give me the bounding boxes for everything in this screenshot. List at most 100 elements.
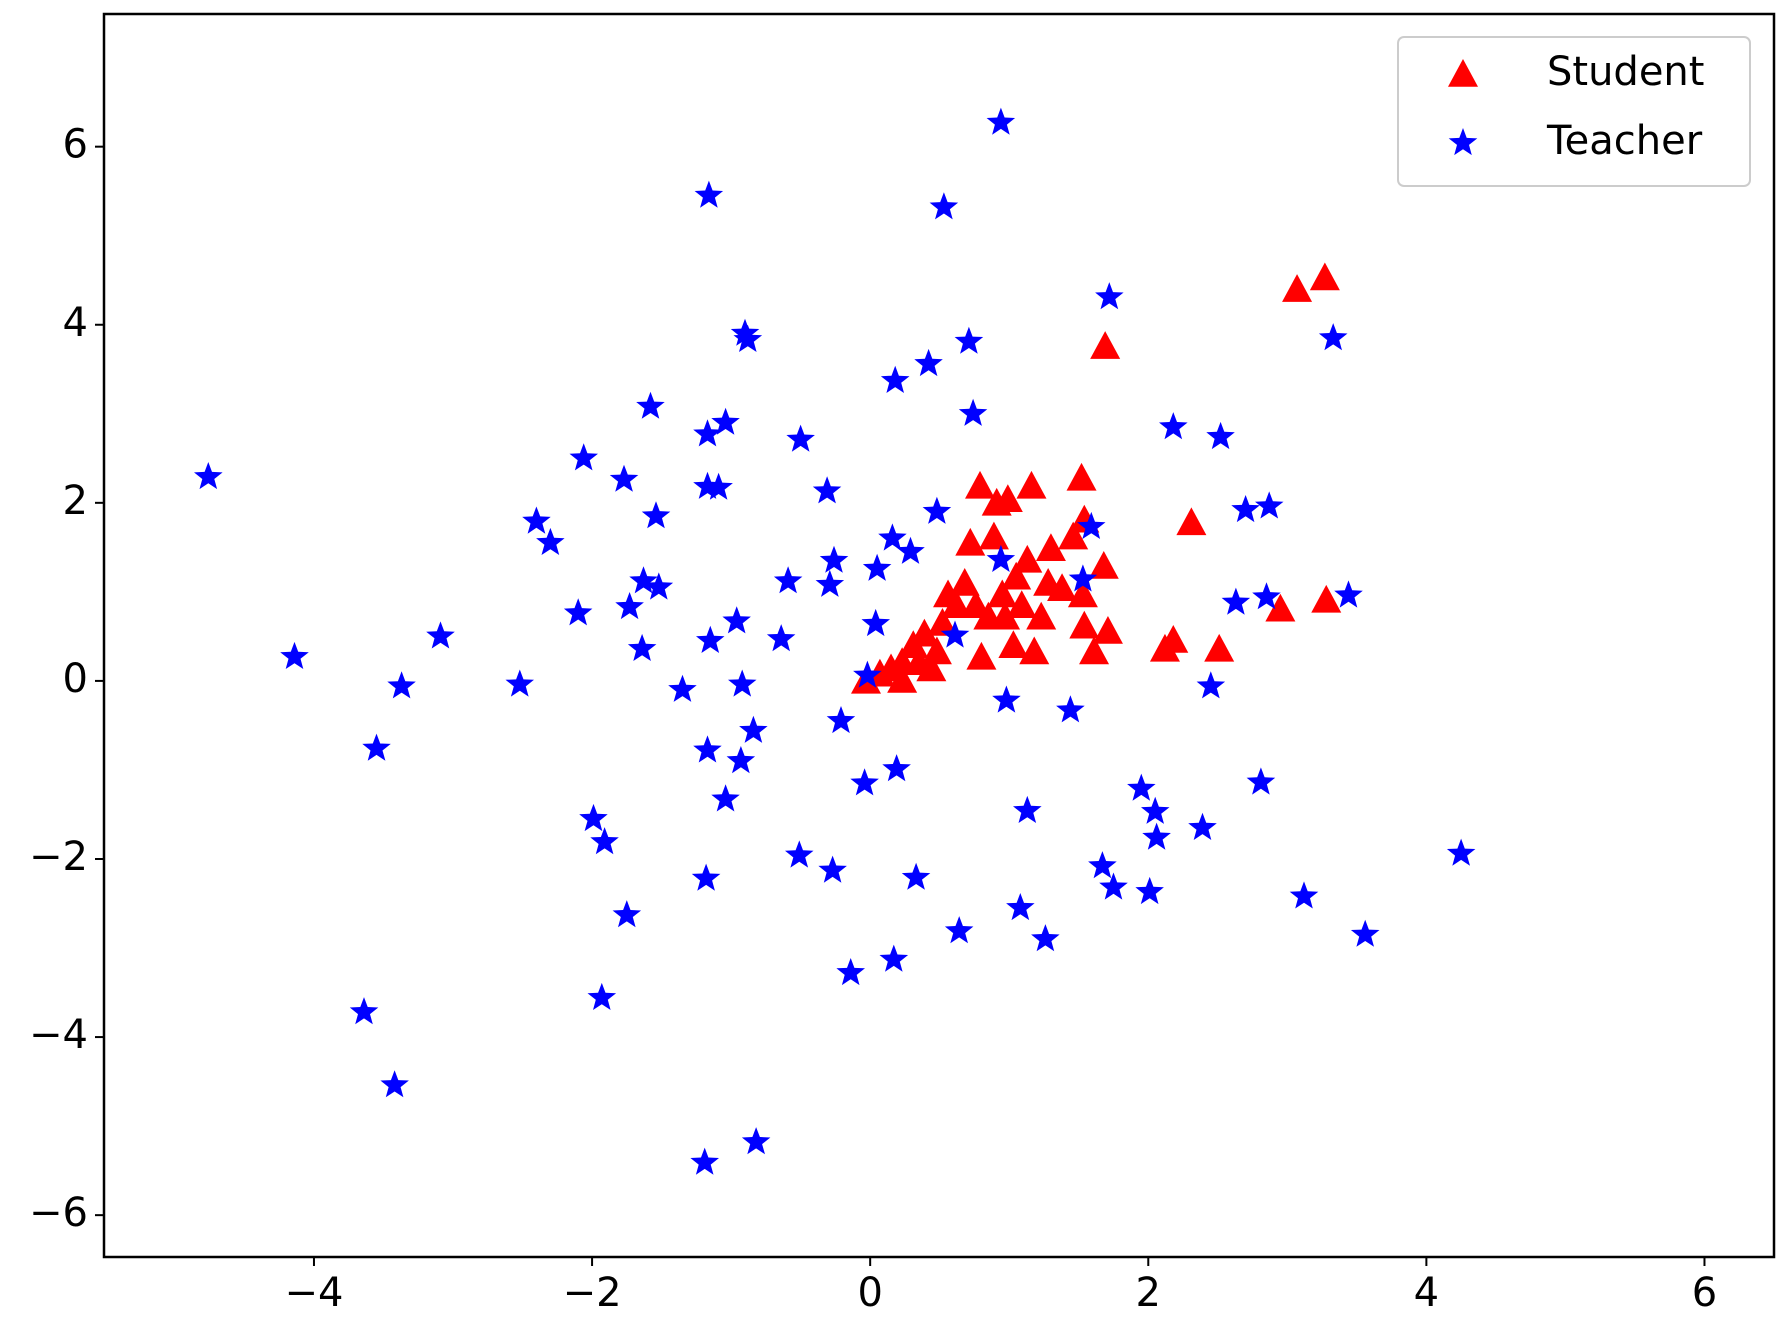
- data-point: [955, 527, 986, 556]
- data-point: [668, 674, 697, 702]
- data-point: [644, 572, 674, 600]
- data-point: [563, 598, 593, 626]
- data-point: [921, 636, 952, 665]
- x-tick-label: −2: [563, 1270, 622, 1316]
- data-point: [722, 606, 751, 634]
- data-point: [878, 523, 907, 551]
- data-point: [882, 754, 911, 782]
- legend-marker: [1448, 128, 1478, 156]
- data-point: [1204, 633, 1235, 662]
- y-tick-label: 4: [63, 300, 88, 346]
- legend-label: Teacher: [1546, 118, 1703, 164]
- data-point: [853, 660, 882, 688]
- data-point: [1141, 796, 1170, 824]
- data-point: [879, 944, 909, 972]
- data-point: [1188, 812, 1217, 840]
- data-point: [773, 566, 803, 594]
- data-point: [380, 1070, 409, 1098]
- y-tick-label: −2: [29, 834, 88, 880]
- data-point: [978, 521, 1009, 550]
- data-point: [1092, 616, 1123, 644]
- data-point: [1176, 507, 1207, 536]
- data-point: [1095, 282, 1124, 310]
- data-point: [1142, 822, 1171, 850]
- y-tick-label: 2: [63, 478, 88, 524]
- data-point: [896, 536, 925, 564]
- data-point: [609, 464, 639, 492]
- data-point: [826, 706, 856, 734]
- data-point: [733, 324, 763, 352]
- y-tick-label: 0: [63, 656, 88, 702]
- data-point: [726, 746, 756, 774]
- data-point: [1127, 773, 1156, 801]
- data-point: [1318, 323, 1348, 351]
- data-point: [862, 553, 892, 581]
- data-point: [579, 803, 608, 832]
- data-point: [587, 982, 617, 1010]
- data-point: [1088, 551, 1119, 579]
- data-point: [909, 618, 940, 647]
- y-tick-label: −4: [29, 1012, 88, 1058]
- data-point: [1246, 767, 1276, 795]
- data-point: [914, 348, 943, 377]
- data-point: [1006, 590, 1037, 618]
- data-point: [986, 107, 1016, 135]
- data-point: [1282, 274, 1313, 302]
- data-point: [987, 579, 1018, 608]
- data-point: [1231, 495, 1260, 523]
- data-point: [1446, 838, 1476, 866]
- data-point: [944, 916, 974, 944]
- data-point: [696, 625, 725, 653]
- data-point: [786, 424, 815, 452]
- data-point: [1013, 795, 1042, 823]
- data-point: [818, 855, 847, 883]
- legend-marker: [1448, 59, 1478, 87]
- data-point: [1058, 521, 1089, 550]
- data-point: [362, 733, 391, 761]
- data-point: [1334, 580, 1363, 608]
- x-tick-label: 2: [1136, 1270, 1161, 1316]
- data-point: [812, 476, 842, 504]
- data-point: [1255, 491, 1284, 519]
- data-point: [629, 566, 658, 594]
- data-point: [965, 470, 996, 499]
- data-point: [990, 601, 1021, 630]
- data-point: [1159, 412, 1188, 440]
- data-point: [1066, 462, 1097, 491]
- data-point: [1047, 573, 1078, 602]
- data-point: [1090, 331, 1121, 359]
- legend-box: [1397, 36, 1751, 187]
- data-point: [1221, 587, 1251, 615]
- data-point: [693, 735, 722, 763]
- data-point: [1206, 421, 1235, 450]
- x-tick-label: −4: [284, 1270, 343, 1316]
- data-point: [940, 620, 970, 648]
- y-tick-label: −6: [29, 1190, 88, 1236]
- data-point: [954, 326, 984, 354]
- data-point: [941, 590, 972, 618]
- data-point: [922, 496, 952, 524]
- data-point: [949, 567, 980, 596]
- data-point: [730, 318, 760, 346]
- data-point: [958, 398, 988, 426]
- data-point: [1252, 582, 1281, 610]
- data-point: [387, 671, 416, 699]
- data-point: [1019, 636, 1050, 665]
- axes-frame: [102, 12, 1776, 1259]
- data-point: [1158, 624, 1189, 653]
- data-point: [1099, 872, 1128, 900]
- data-point: [880, 365, 910, 393]
- data-point: [1135, 876, 1164, 905]
- x-tick-label: 0: [857, 1270, 882, 1316]
- data-point: [627, 633, 657, 661]
- y-tick-label: 6: [63, 122, 88, 168]
- data-point: [426, 621, 455, 649]
- data-point: [505, 669, 534, 697]
- data-point: [815, 569, 845, 597]
- data-point: [1035, 533, 1066, 561]
- data-point: [590, 827, 619, 855]
- data-point: [690, 1147, 719, 1175]
- data-point: [986, 544, 1016, 572]
- data-point: [636, 391, 665, 419]
- data-point: [819, 545, 849, 573]
